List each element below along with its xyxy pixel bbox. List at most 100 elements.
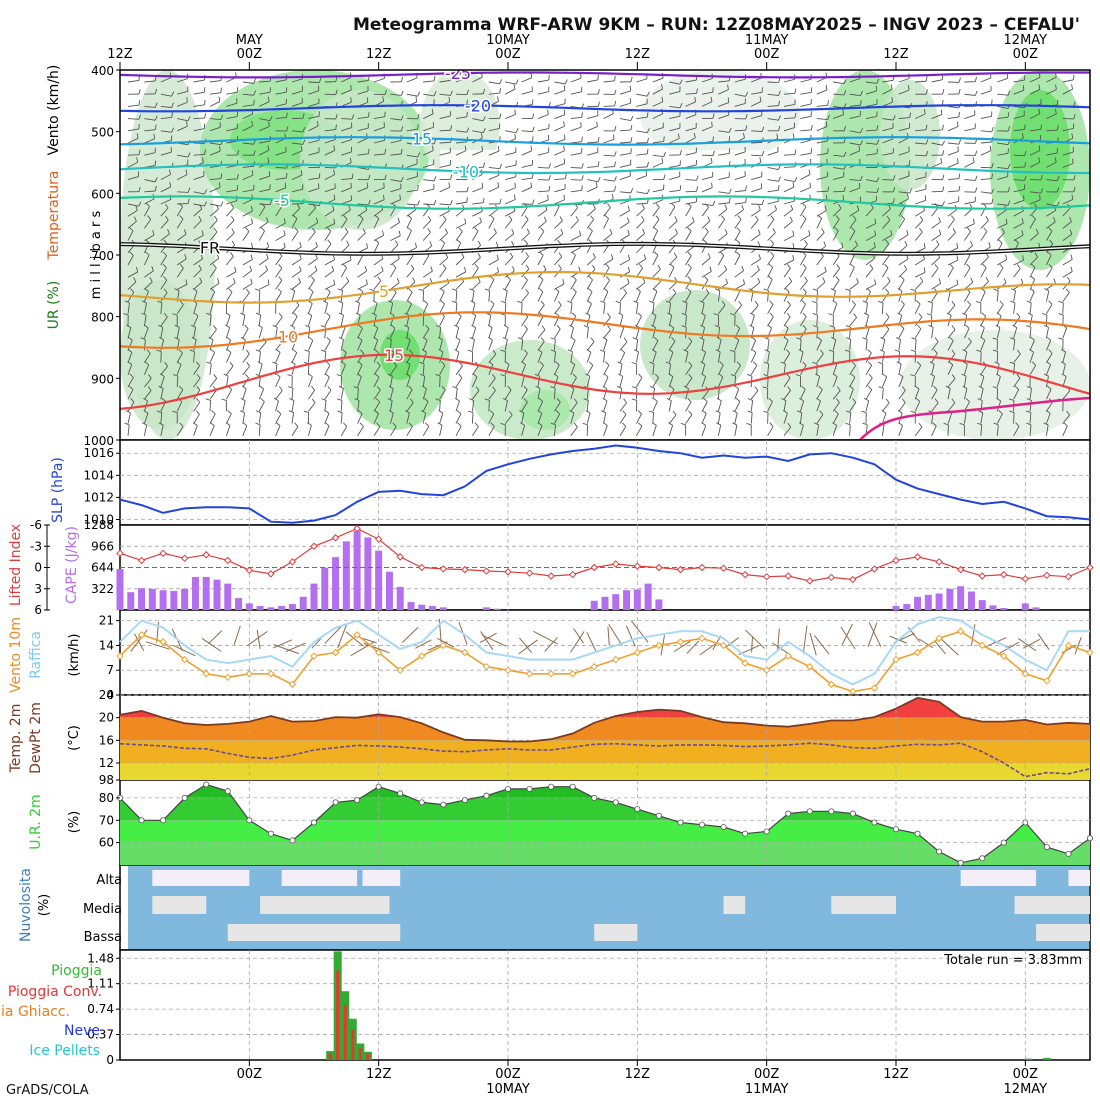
wind-barb-feather: [1052, 217, 1056, 223]
wind-barb: [652, 174, 666, 181]
wind-barb: [423, 199, 437, 206]
wind-barb-shaft: [308, 187, 320, 193]
wind-barb-feather: [1021, 218, 1024, 224]
wind-barb-feather: [890, 230, 893, 236]
wind-barb-feather: [677, 133, 680, 139]
wind-barb-shaft: [947, 105, 959, 109]
wind-barb-shaft: [439, 210, 450, 217]
wind-barb-feather: [876, 139, 880, 145]
wind-barb-shaft: [898, 151, 910, 156]
wind-barb: [341, 122, 353, 132]
wind-barb-shaft: [603, 218, 609, 229]
wind-barb-feather: [843, 186, 846, 192]
wind-barb-shaft: [800, 129, 812, 132]
wind-barb-shaft: [636, 191, 648, 195]
wind-barb-feather: [442, 215, 447, 220]
wind-barb: [226, 87, 239, 95]
wind-barb: [915, 184, 927, 193]
wind-barb: [767, 185, 780, 193]
wind-barb: [439, 90, 453, 96]
wind-barb-shaft: [865, 90, 877, 95]
wind-barb-shaft: [882, 220, 891, 229]
wind-barb: [488, 79, 503, 85]
wind-barb: [800, 202, 807, 217]
wind-barb-shaft: [472, 210, 483, 217]
wind-barb: [226, 173, 239, 181]
wind-barb: [669, 123, 681, 132]
wind-barb-shaft: [669, 115, 681, 120]
wind-barb: [226, 150, 240, 156]
wind-barb-feather: [712, 200, 716, 206]
wind-barb: [504, 84, 516, 95]
wind-barb-shaft: [488, 174, 500, 181]
wind-barb-shaft: [505, 164, 517, 168]
wind-barb-feather: [348, 205, 351, 211]
wind-barb-shaft: [193, 208, 203, 217]
wind-barb-feather: [630, 124, 633, 131]
wind-barb-shaft: [373, 153, 385, 156]
wind-barb: [816, 121, 828, 132]
wind-barb: [1013, 124, 1026, 132]
wind-barb-shaft: [455, 208, 465, 217]
wind-barb-feather: [440, 239, 446, 244]
wind-barb: [767, 215, 775, 229]
wind-barb-feather: [860, 100, 862, 106]
wind-barb-shaft: [1013, 222, 1024, 229]
wind-barb-feather: [294, 227, 299, 232]
wind-barb: [898, 215, 906, 229]
wind-barb-feather: [477, 240, 481, 246]
wind-barb-feather: [374, 239, 380, 244]
wind-barb-shaft: [783, 127, 795, 132]
wind-barb: [144, 185, 157, 193]
wind-barb-feather: [1056, 201, 1060, 207]
wind-barb-shaft: [242, 104, 254, 107]
wind-barb-feather: [350, 182, 352, 188]
wind-barb-shaft: [603, 190, 615, 193]
wind-barb: [570, 163, 584, 169]
wind-barb: [964, 76, 977, 83]
wind-barb-feather: [499, 88, 501, 94]
wind-barb-shaft: [980, 90, 992, 95]
wind-barb-shaft: [275, 151, 287, 156]
wind-barb-feather: [1056, 187, 1060, 193]
wind-barb: [340, 227, 349, 241]
wind-barb-shaft: [1046, 129, 1058, 132]
wind-barb-shaft: [505, 81, 517, 85]
wind-barb-shaft: [554, 90, 565, 95]
wind-barb-feather: [627, 217, 630, 223]
wind-barb: [980, 85, 992, 95]
wind-barb-feather: [710, 96, 713, 102]
wind-barb-feather: [300, 170, 303, 176]
wind-barb-feather: [886, 215, 891, 221]
wind-barb-shaft: [1046, 230, 1053, 241]
wind-barb-feather: [417, 113, 420, 119]
wind-barb: [1062, 74, 1075, 83]
wind-barb-feather: [852, 215, 857, 220]
wind-barb: [472, 146, 484, 156]
wind-barb-shaft: [423, 203, 435, 206]
wind-barb-shaft: [177, 191, 189, 193]
wind-barb-shaft: [882, 138, 893, 144]
wind-barb-shaft: [127, 203, 139, 207]
wind-barb-shaft: [685, 137, 696, 144]
wind-barb: [619, 205, 630, 217]
wind-barb-shaft: [505, 114, 516, 120]
wind-barb-shaft: [521, 206, 528, 217]
wind-barb: [701, 113, 715, 120]
wind-barb-feather: [705, 203, 709, 208]
wind-barb-shaft: [767, 118, 779, 121]
wind-barb-shaft: [685, 79, 697, 83]
wind-barb-shaft: [193, 191, 205, 195]
wind-barb-shaft: [472, 187, 483, 193]
wind-barb-feather: [892, 186, 896, 193]
wind-barb-feather: [283, 230, 286, 236]
wind-barb-shaft: [669, 138, 680, 144]
wind-barb: [537, 75, 550, 83]
wind-barb-shaft: [701, 126, 713, 132]
wind-barb: [439, 215, 447, 229]
wind-barb: [980, 111, 993, 120]
wind-barb: [488, 123, 501, 132]
wind-barb: [849, 205, 860, 217]
wind-barb-shaft: [390, 221, 400, 229]
wind-barb-shaft: [587, 179, 599, 183]
